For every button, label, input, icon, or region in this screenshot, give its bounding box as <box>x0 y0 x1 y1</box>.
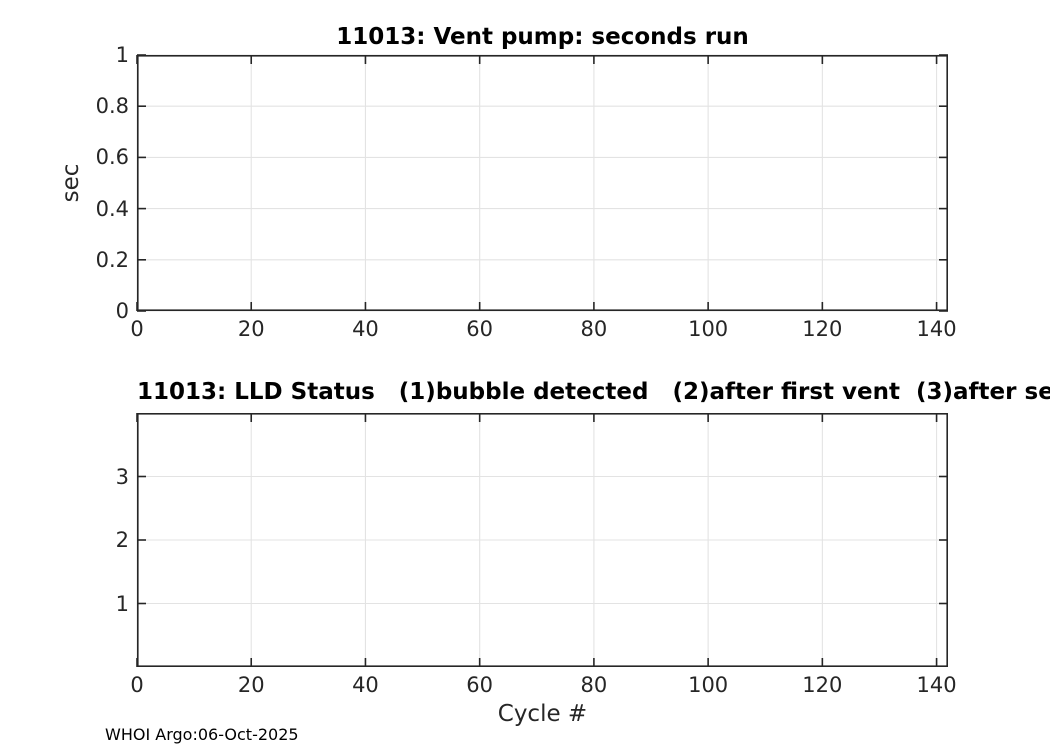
plot1-y-tick-label: 0.4 <box>95 196 129 221</box>
plot1-x-tick-label: 140 <box>916 317 957 341</box>
plot2-x-tick-label: 0 <box>130 673 144 697</box>
plot1-title: 11013: Vent pump: seconds run <box>336 24 749 50</box>
plot1-y-tick-label: 0 <box>115 299 129 323</box>
plot2-y-tick-label: 1 <box>115 591 129 616</box>
plot2-y-tick-label: 3 <box>115 464 129 489</box>
axes-box <box>137 413 949 667</box>
plot1-y-tick-label: 0.6 <box>95 145 129 170</box>
plot1-y-tick-label: 0.2 <box>95 247 129 272</box>
plot1-x-tick-label: 60 <box>466 317 494 341</box>
plot1-x-tick-label: 80 <box>580 317 608 341</box>
plot1-x-tick-label: 0 <box>130 317 144 341</box>
plot2-x-tick-label: 60 <box>466 673 494 697</box>
plot1-x-tick-label: 20 <box>237 317 265 341</box>
plot1-y-tick-label: 1 <box>115 43 129 67</box>
axes-box <box>137 55 949 311</box>
plot2-y-tick-label: 2 <box>115 528 129 552</box>
watermark-text: WHOI Argo:06-Oct-2025 <box>105 725 299 744</box>
plot1-y-tick-label: 0.8 <box>95 94 129 119</box>
plot2-x-tick-label: 100 <box>688 673 729 697</box>
plot2-xlabel: Cycle # <box>497 701 588 727</box>
plot2-x-tick-label: 140 <box>916 673 957 697</box>
plot2-x-tick-label: 80 <box>580 673 608 697</box>
plot1-plot-area <box>136 54 949 312</box>
plot1-x-tick-label: 100 <box>688 317 729 341</box>
plot1-x-tick-label: 40 <box>352 317 379 341</box>
plot2-plot-area <box>136 413 949 667</box>
plot2-x-tick-label: 20 <box>237 673 265 697</box>
plot2-x-tick-label: 40 <box>352 673 379 697</box>
plot2-x-tick-label: 120 <box>802 673 843 697</box>
plot1-x-tick-label: 120 <box>802 317 843 341</box>
plot2-title: 11013: LLD Status (1)bubble detected (2)… <box>137 379 1050 405</box>
